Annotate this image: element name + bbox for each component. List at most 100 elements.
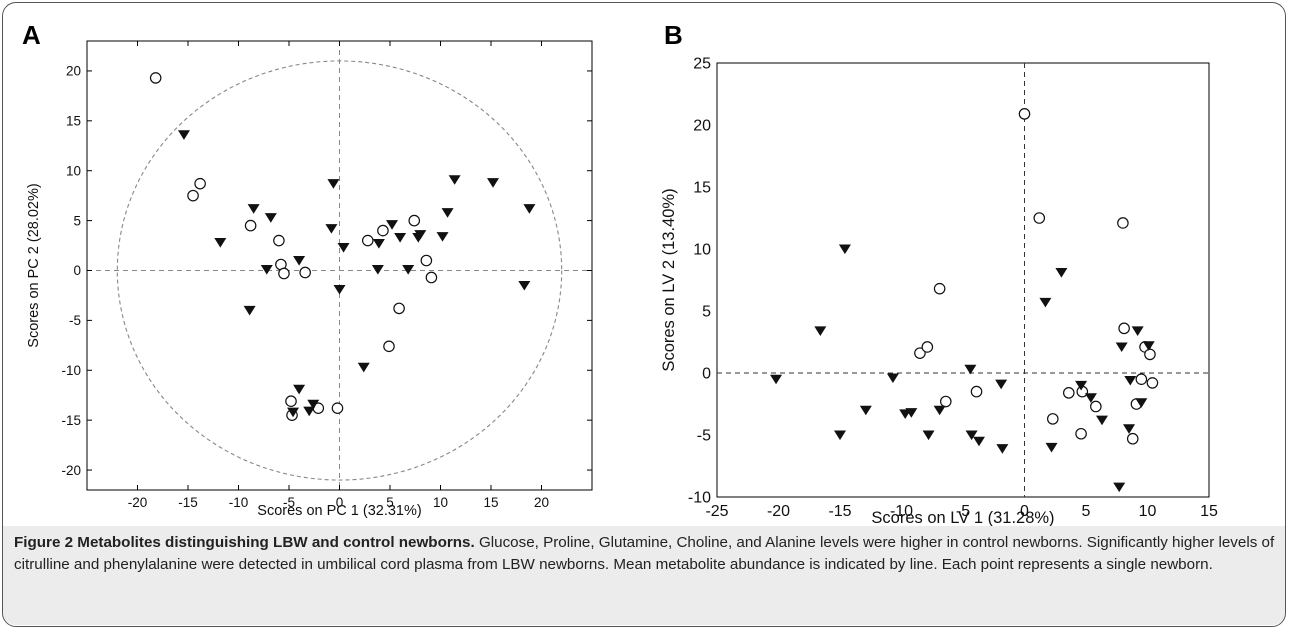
- a-y-tick-label: 0: [73, 263, 81, 278]
- b-open-circle-point: [1126, 432, 1139, 445]
- b-triangle-point: [770, 374, 783, 385]
- b-triangle-point: [1135, 398, 1148, 408]
- a-open-circle-point: [187, 189, 199, 202]
- b-open-circle-point: [921, 341, 934, 353]
- a-open-circle-point: [273, 234, 285, 247]
- b-x-tick-label: -10: [890, 503, 913, 520]
- a-open-circle-point: [361, 234, 374, 247]
- b-open-circle-point: [1118, 322, 1130, 335]
- a-triangle-point: [327, 179, 340, 189]
- b-triangle-point: [933, 405, 946, 416]
- b-open-circle-point: [914, 347, 926, 359]
- b-triangle-point: [838, 244, 851, 255]
- a-triangle-point: [402, 264, 415, 275]
- a-triangle-point: [303, 406, 316, 417]
- b-x-tick-label: 5: [1082, 503, 1091, 520]
- b-triangle-point: [1123, 424, 1136, 434]
- b-triangle-point: [905, 408, 918, 418]
- b-x-tick-label: 0: [1020, 503, 1029, 520]
- caption-title: Figure 2 Metabolites distinguishing LBW …: [14, 534, 475, 551]
- b-y-axis-label: Scores on LV 2 (13.40%): [660, 188, 678, 371]
- b-open-circle-point: [1146, 377, 1159, 389]
- b-y-tick-label: 5: [702, 304, 711, 321]
- a-x-tick-label: 5: [386, 495, 394, 510]
- a-x-tick-label: -5: [283, 495, 295, 510]
- a-open-circle-point: [149, 72, 162, 84]
- a-x-tick-label: 15: [483, 495, 498, 510]
- a-triangle-point: [293, 384, 306, 395]
- b-plot-box: [716, 62, 1210, 498]
- figure-caption: Figure 2 Metabolites distinguishing LBW …: [14, 532, 1276, 575]
- a-y-tick-label: -20: [61, 463, 81, 478]
- b-open-circle-point: [1046, 413, 1059, 425]
- b-triangle-point: [859, 405, 872, 416]
- a-open-circle-point: [194, 177, 206, 190]
- a-triangle-point: [357, 362, 370, 373]
- a-y-axis-label: Scores on PC 2 (28.02%): [26, 183, 42, 347]
- a-open-circle-point: [383, 340, 395, 353]
- a-triangle-point: [441, 208, 454, 218]
- a-y-tick-label: 10: [66, 163, 81, 178]
- b-y-tick-label: 25: [693, 56, 711, 73]
- a-open-circle-point: [299, 266, 311, 279]
- a-triangle-point: [287, 407, 300, 418]
- a-triangle-point: [177, 130, 190, 140]
- a-open-circle-point: [331, 402, 344, 414]
- b-triangle-point: [965, 430, 978, 441]
- b-x-tick-label: 10: [1139, 503, 1157, 520]
- b-open-circle-point: [933, 282, 946, 295]
- a-x-tick-label: -15: [178, 495, 198, 510]
- a-y-tick-label: -15: [61, 413, 81, 428]
- a-open-circle-point: [420, 254, 433, 267]
- a-x-tick-label: 10: [433, 495, 448, 510]
- b-triangle-point: [834, 430, 846, 441]
- b-triangle-point: [972, 436, 985, 447]
- b-x-tick-label: 15: [1200, 503, 1218, 520]
- a-triangle-point: [412, 233, 425, 243]
- b-x-tick-label: -25: [705, 503, 728, 520]
- pca-scores-plot: -20 -15 -10 -5 0 5 10 15 20 -20 -15 -10 -5 0 5 10 15 20 Sc…: [26, 40, 1218, 526]
- a-triangle-point: [394, 233, 407, 243]
- a-triangle-point: [307, 399, 320, 410]
- a-x-axis-label: Scores on PC 1 (32.31%): [257, 503, 421, 519]
- b-open-circle-point: [1062, 387, 1075, 399]
- b-open-circle-point: [939, 395, 952, 408]
- b-triangle-point: [1113, 482, 1126, 493]
- b-y-tick-label: -5: [697, 428, 711, 445]
- b-triangle-point: [996, 444, 1009, 454]
- a-y-tick-label: -10: [61, 363, 81, 378]
- b-triangle-point: [1131, 326, 1144, 336]
- b-triangle-point: [1115, 342, 1128, 353]
- b-triangle-point: [1075, 380, 1088, 391]
- b-open-circle-point: [1090, 400, 1102, 413]
- a-y-tick-label: 15: [66, 114, 81, 129]
- b-y-tick-label: -10: [688, 490, 711, 507]
- a-open-circle-point: [408, 214, 421, 227]
- b-triangle-point: [1084, 393, 1097, 403]
- a-triangle-point: [487, 178, 500, 188]
- a-open-circle-point: [244, 219, 257, 232]
- a-x-tick-label: -20: [128, 495, 148, 510]
- a-triangle-point: [372, 239, 385, 249]
- b-y-tick-label: 0: [702, 366, 711, 383]
- b-y-tick-label: 15: [693, 180, 711, 197]
- panel-label-a: A: [22, 20, 41, 50]
- b-triangle-point: [1124, 375, 1137, 386]
- b-triangle-point: [964, 364, 977, 375]
- a-y-tick-label: 5: [73, 213, 81, 228]
- a-open-circle-point: [285, 395, 297, 407]
- b-open-circle-point: [970, 385, 983, 398]
- b-triangle-point: [886, 373, 899, 384]
- a-open-circle-point: [425, 271, 438, 284]
- a-open-circle-point: [393, 302, 405, 315]
- a-x-tick-label: -10: [229, 495, 249, 510]
- b-open-circle-point: [1144, 348, 1156, 361]
- a-y-tick-label: -5: [69, 313, 81, 328]
- b-y-tick-label: 20: [693, 118, 711, 135]
- a-triangle-point: [386, 220, 399, 230]
- panel-label-b: B: [664, 20, 683, 50]
- a-triangle-point: [448, 175, 461, 185]
- a-triangle-point: [243, 305, 256, 316]
- a-triangle-point: [247, 204, 260, 214]
